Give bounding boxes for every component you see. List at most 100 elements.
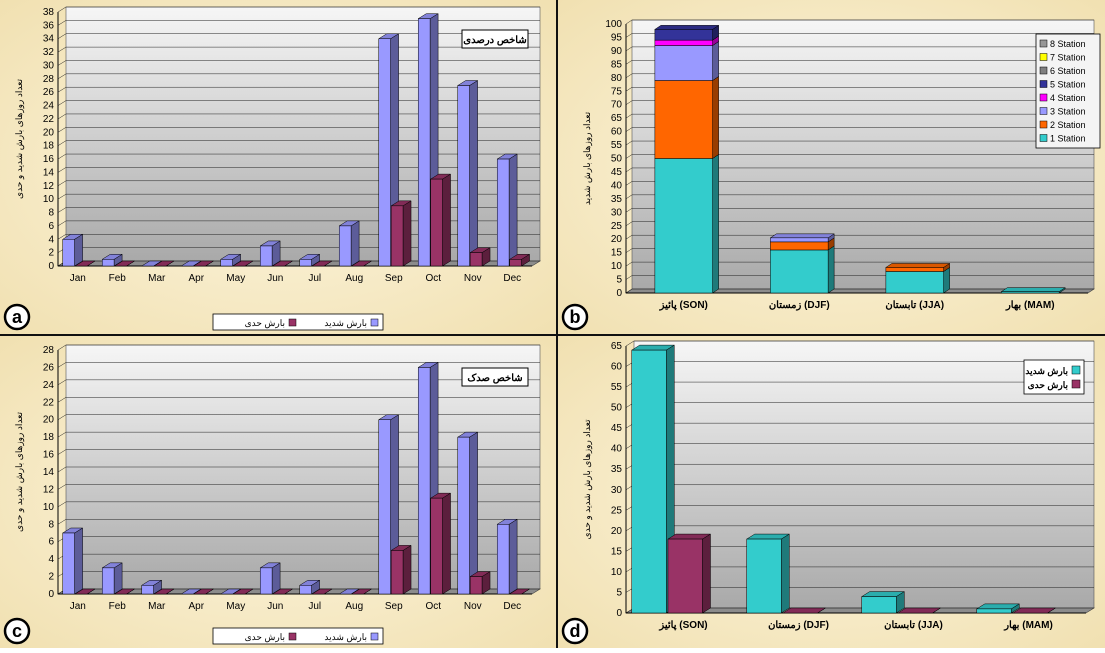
y-tick-label: 4	[48, 554, 54, 565]
legend-label: 6 Station	[1050, 66, 1086, 76]
bar	[469, 247, 491, 267]
x-tick-label: Jul	[308, 601, 321, 612]
y-tick-label: 18	[43, 141, 55, 152]
legend-box	[212, 313, 384, 331]
chart-panel-d: 0 5 10 15 20 25 30 35 40 45 50 55 60 65 تعداد روزهای ب…	[558, 336, 1105, 648]
y-tick-label: 0	[616, 288, 622, 299]
panel-letter: d	[561, 617, 589, 645]
bar	[350, 260, 373, 267]
panel-letter-text: a	[12, 307, 23, 327]
y-tick-label: 10	[611, 261, 623, 272]
gridline	[57, 362, 540, 368]
y-tick-label: 22	[43, 114, 55, 125]
y-tick-label: 0	[48, 261, 54, 272]
legend-swatch	[1039, 93, 1048, 102]
bar	[153, 260, 175, 267]
gridline	[625, 194, 1094, 200]
legend-box	[1035, 33, 1101, 149]
y-axis-label: تعداد روزهای بارش شدید و حدی	[582, 419, 593, 539]
chart-panel-a: 02468101214161820222426283032343638تعداد…	[0, 0, 556, 334]
bar	[180, 588, 202, 595]
legend-label: 4 Station	[1050, 93, 1086, 103]
legend-label: بارش شدید	[324, 632, 367, 643]
legend-label: بارش حدی	[245, 632, 285, 643]
x-tick-label: Oct	[425, 273, 441, 284]
x-tick-label: Mar	[148, 273, 166, 284]
y-tick-label: 65	[611, 341, 623, 352]
legend-box	[212, 627, 384, 645]
bar	[61, 527, 84, 595]
y-tick-label: 34	[43, 34, 55, 45]
gridline	[625, 113, 1094, 119]
legend-swatch	[370, 632, 379, 641]
y-tick-label: 35	[611, 464, 623, 475]
y-tick-label: 8	[48, 519, 54, 530]
legend-swatch	[1039, 107, 1048, 115]
bar	[885, 262, 951, 272]
bar	[74, 588, 96, 595]
bar	[192, 260, 215, 267]
y-tick-label: 24	[43, 101, 55, 112]
bar	[429, 492, 452, 595]
panel-letter: a	[3, 303, 31, 331]
bar	[654, 24, 720, 41]
legend: بارش شدید بارش حدی	[212, 313, 384, 331]
y-tick-label: 16	[43, 450, 55, 461]
panel-letter-circle	[3, 303, 31, 331]
y-tick-label: 12	[43, 181, 55, 192]
legend: 8 Station 7 Station 6 Station 5 Station 4 St…	[1035, 33, 1101, 149]
bar	[456, 80, 479, 267]
legend: بارش شدید بارش حدی	[212, 627, 384, 645]
bar	[338, 588, 360, 595]
y-tick-label: 40	[611, 444, 623, 455]
gridline	[625, 19, 1094, 25]
legend-label: 2 Station	[1050, 120, 1086, 130]
panel-letter-text: b	[570, 307, 581, 327]
y-tick-label: 50	[611, 403, 623, 414]
chart-title: شاخص درصدی	[461, 29, 529, 49]
bar	[232, 588, 254, 595]
panel-letter-circle	[3, 617, 31, 645]
legend-label: 8 Station	[1050, 39, 1086, 49]
y-tick-label: 65	[611, 113, 623, 124]
y-axis-label: تعداد روزهای بارش شدید	[582, 111, 593, 205]
gridline	[625, 127, 1094, 132]
legend-swatch	[1071, 379, 1081, 389]
gridline	[625, 340, 1094, 347]
bar	[153, 588, 175, 595]
bar	[101, 562, 123, 595]
bar	[654, 76, 720, 159]
chart-title: شاخص صدک	[461, 367, 529, 387]
x-tick-label: Aug	[345, 273, 363, 284]
y-tick-label: 55	[611, 140, 623, 151]
y-tick-label: 32	[43, 47, 55, 58]
y-tick-label: 28	[43, 345, 55, 356]
bar	[745, 533, 791, 614]
x-tick-label: Feb	[109, 273, 127, 284]
gridline	[625, 248, 1094, 253]
gridline	[625, 60, 1094, 65]
panel-letter-text: d	[570, 621, 581, 641]
legend-swatch	[288, 632, 297, 641]
gridline	[625, 33, 1094, 38]
y-tick-label: 20	[43, 415, 55, 426]
legend: بارش شدید بارش حدی	[1023, 359, 1085, 395]
x-tick-label: Sep	[385, 273, 403, 284]
bar	[271, 588, 294, 595]
x-tick-label: بهار (MAM)	[1003, 620, 1053, 631]
bar	[311, 588, 333, 595]
gridline	[625, 181, 1094, 186]
y-tick-label: 38	[43, 7, 55, 18]
bar	[496, 518, 518, 595]
bar	[140, 579, 163, 595]
x-tick-label: Dec	[503, 601, 521, 612]
bar	[390, 200, 412, 267]
y-tick-label: 26	[43, 87, 55, 98]
gridline	[625, 100, 1094, 105]
x-tick-label: زمستان (DJF)	[769, 300, 830, 311]
legend-swatch	[370, 318, 379, 327]
y-tick-label: 45	[611, 423, 623, 434]
legend-label: بارش شدید	[324, 318, 367, 329]
y-tick-label: 10	[611, 567, 623, 578]
